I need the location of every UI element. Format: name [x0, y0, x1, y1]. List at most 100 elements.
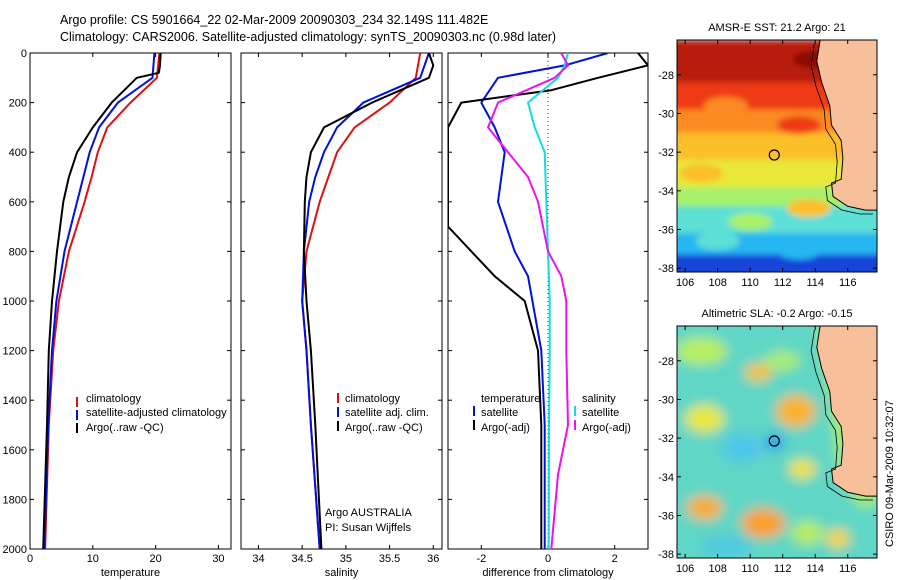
map-y-tick-label: -34	[658, 472, 674, 484]
map-y-tick-label: -28	[658, 70, 674, 82]
side-stamp: CSIRO 09-Mar-2009 10:32:07	[884, 400, 896, 547]
sst-patch	[703, 96, 748, 115]
y-tick-label: 1600	[3, 445, 27, 457]
legend-label: Argo(-adj)	[481, 422, 530, 434]
y-tick-label: 800	[9, 246, 27, 258]
x-tick-label: 35.5	[379, 553, 400, 565]
x-tick-label: 34	[252, 553, 264, 565]
salinity-profile-panel: 34 34.5 35 35.5 36 salinity	[240, 52, 443, 579]
series-line-argo-raw-qc-	[302, 53, 435, 549]
sst-patch	[786, 199, 831, 218]
argo-float-marker	[768, 149, 780, 161]
sst-band	[677, 186, 877, 208]
map-y-tick-label: -28	[658, 356, 674, 368]
sla-map-panel: Altimetric SLA: -0.2 Argo: -0.15 106 108 11…	[658, 308, 878, 575]
sla-eddy	[701, 536, 750, 557]
map-x-tick-label: 112	[774, 277, 792, 289]
sst-patch	[679, 164, 724, 183]
x-axis-label: salinity	[325, 567, 359, 579]
sla-eddy	[741, 508, 786, 539]
series-line-satellite	[480, 53, 609, 549]
map-y-tick-label: -30	[658, 108, 674, 120]
legend-label: Argo(..raw -QC)	[86, 422, 164, 434]
x-tick-label: 0	[27, 553, 33, 565]
series-line-satellite-adjusted-climatology	[43, 53, 156, 549]
map-y-tick-label: -34	[658, 186, 674, 198]
map-x-tick-label: 108	[708, 277, 726, 289]
x-axis-label: temperature	[101, 567, 160, 579]
series-line-argo-raw-qc-	[42, 53, 162, 549]
sla-eddy	[788, 459, 817, 480]
y-tick-label: 1800	[3, 494, 27, 506]
legend-group-title-salinity: salinity	[582, 393, 616, 405]
sst-patch	[776, 116, 821, 135]
map-title: Altimetric SLA: -0.2 Argo: -0.15	[701, 308, 852, 320]
plot-frame	[240, 52, 443, 550]
x-tick-label: 34.5	[291, 553, 312, 565]
map-x-tick-label: 114	[806, 277, 824, 289]
series-line-argo-adj-	[487, 53, 569, 549]
map-field	[677, 326, 877, 558]
sst-band	[677, 254, 877, 272]
y-tick-label: 0	[21, 48, 27, 60]
legend-label: satellite	[481, 407, 518, 419]
sst-map-panel: AMSR-E SST: 21.2 Argo: 21 106 108 110 112 114…	[658, 22, 878, 289]
map-y-tick-label: -38	[658, 263, 674, 275]
legend-label: satellite adj. clim.	[345, 407, 429, 419]
temperature-legend: climatology satellite-adjusted climatolo…	[76, 393, 227, 434]
map-x-tick-label: 116	[839, 563, 857, 575]
map-x-tick-label: 116	[839, 277, 857, 289]
series-group	[448, 53, 648, 549]
legend-group-title-temperature: temperature	[481, 393, 540, 405]
sst-patch	[695, 232, 740, 251]
sla-eddy	[775, 395, 816, 428]
x-tick-label: 0	[545, 553, 551, 565]
map-field	[677, 40, 877, 272]
map-y-tick-label: -32	[658, 147, 674, 159]
map-title: AMSR-E SST: 21.2 Argo: 21	[708, 22, 846, 34]
map-y-tick-label: -30	[658, 394, 674, 406]
y-tick-label: 1400	[3, 395, 27, 407]
difference-legend: temperature satellite Argo(-adj) salinit…	[473, 393, 631, 434]
sst-patch	[776, 241, 821, 260]
map-x-tick-label: 108	[708, 563, 726, 575]
x-tick-label: 36	[427, 553, 439, 565]
map-x-tick-label: 106	[676, 277, 694, 289]
map-x-tick-label: 110	[741, 277, 759, 289]
sla-eddy	[825, 528, 850, 549]
y-tick-label: 400	[9, 147, 27, 159]
legend-label: Argo(..raw -QC)	[345, 422, 423, 434]
map-y-tick-label: -38	[658, 549, 674, 561]
salinity-legend: climatology satellite adj. clim. Argo(..…	[337, 393, 429, 434]
y-tick-label: 1000	[3, 296, 27, 308]
x-tick-label: -2	[476, 553, 486, 565]
series-group	[42, 53, 162, 549]
map-x-tick-label: 114	[806, 563, 824, 575]
series-line-argo-adj-	[448, 53, 648, 549]
sst-band	[677, 206, 877, 235]
map-y-tick-label: -36	[658, 510, 674, 522]
legend-label: satellite-adjusted climatology	[86, 407, 227, 419]
x-tick-label: 20	[150, 553, 162, 565]
series-line-climatology	[44, 53, 161, 549]
x-tick-label: 2	[612, 553, 618, 565]
map-x-tick-label: 112	[774, 563, 792, 575]
land-mass	[816, 40, 877, 211]
sla-eddy	[722, 433, 763, 462]
sla-eddy	[686, 495, 723, 520]
legend-label: Argo(-adj)	[582, 422, 631, 434]
y-tick-label: 1200	[3, 346, 27, 358]
x-tick-label: 10	[87, 553, 99, 565]
map-y-tick-label: -32	[658, 433, 674, 445]
legend-label: climatology	[86, 393, 142, 405]
figure-title-line2: Climatology: CARS2006. Satellite-adjuste…	[60, 30, 556, 44]
series-line-satellite	[527, 53, 569, 549]
map-frame	[676, 325, 878, 559]
sla-eddy	[744, 363, 773, 382]
land-mass	[816, 326, 877, 497]
y-tick-label: 2000	[3, 544, 27, 556]
series-group	[301, 53, 435, 549]
sla-eddy	[764, 350, 801, 371]
y-tick-label: 600	[9, 197, 27, 209]
